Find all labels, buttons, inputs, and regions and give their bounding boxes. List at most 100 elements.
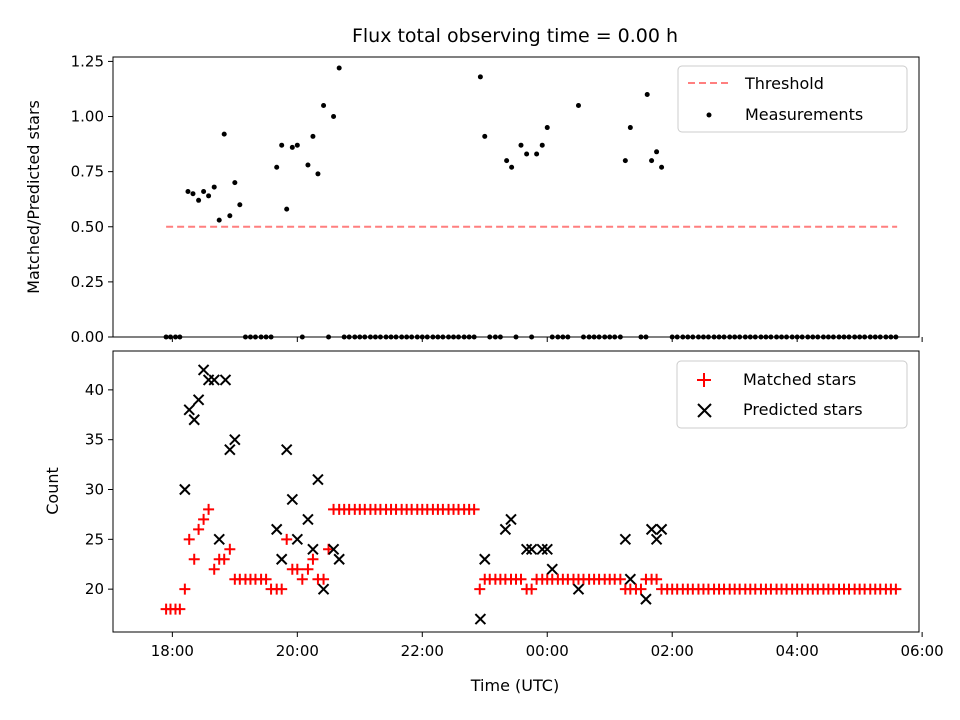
predicted-star-marker [286, 493, 299, 506]
top-y-tick-label: 0.00 [71, 328, 104, 346]
matched-star-marker [526, 583, 538, 595]
measurement-point [237, 202, 243, 208]
chart-title: Flux total observing time = 0.00 h [352, 25, 678, 47]
matched-star-marker [208, 563, 220, 575]
matched-star-marker [291, 563, 303, 575]
predicted-stars-series [179, 364, 668, 625]
matched-star-marker [281, 533, 293, 545]
measurement-point [216, 217, 222, 223]
x-tick-label: 20:00 [276, 642, 319, 660]
measurement-point [575, 103, 581, 109]
predicted-star-marker [505, 513, 517, 526]
measurement-point [310, 133, 316, 139]
x-tick-label: 00:00 [526, 642, 569, 660]
measurement-point [539, 142, 545, 148]
matched-star-marker [635, 583, 647, 595]
measurement-point [211, 184, 217, 190]
predicted-star-marker [479, 553, 491, 565]
matched-star-marker [468, 503, 480, 515]
predicted-star-marker [192, 394, 205, 406]
matched-star-marker [890, 583, 902, 595]
predicted-star-marker [333, 553, 345, 565]
measurement-point [305, 162, 311, 168]
predicted-star-marker [229, 433, 241, 446]
top-y-tick-label: 1.00 [71, 108, 104, 126]
matched-star-marker [174, 603, 186, 615]
predicted-star-marker [270, 523, 283, 536]
predicted-star-marker [650, 533, 663, 546]
threshold-legend-label: Threshold [744, 74, 824, 93]
top-plot-frame [112, 56, 920, 338]
x-tick-label: 06:00 [901, 642, 944, 660]
bottom-plot-frame [112, 350, 920, 633]
predicted-star-marker [224, 443, 236, 456]
measurement-point [227, 213, 233, 219]
measurements-legend-swatch [706, 112, 712, 118]
top-y-tick-label: 0.75 [71, 163, 104, 181]
matched-legend-label: Matched stars [743, 370, 856, 389]
predicted-star-marker [624, 573, 637, 585]
top-x-axis-ticks [171, 337, 923, 342]
measurement-point [509, 164, 515, 170]
measurement-point [518, 142, 524, 148]
top-panel: Flux total observing time = 0.00 h 0.00 0… [24, 25, 923, 346]
x-tick-label: 04:00 [776, 642, 819, 660]
measurement-point [659, 164, 665, 170]
predicted-star-marker [183, 404, 195, 416]
predicted-star-marker [474, 613, 487, 625]
matched-star-marker [203, 503, 215, 515]
measurement-point [649, 158, 655, 164]
predicted-star-marker [645, 523, 658, 536]
measurement-point [190, 191, 196, 197]
predicted-legend-swatch [697, 403, 712, 418]
bottom-y-tick-label: 20 [85, 580, 104, 598]
measurement-point [654, 149, 660, 155]
measurement-point [294, 142, 300, 148]
matched-star-marker [218, 553, 230, 565]
measurement-point [206, 193, 212, 199]
x-tick-label: 02:00 [651, 642, 694, 660]
matched-star-marker [260, 573, 272, 585]
predicted-star-marker [327, 543, 340, 556]
predicted-star-marker [197, 364, 210, 376]
matched-star-marker [193, 523, 205, 535]
bottom-y-tick-label: 25 [85, 530, 104, 548]
top-legend-box [677, 65, 908, 133]
measurement-point [336, 65, 342, 71]
predicted-star-marker [179, 483, 191, 496]
matched-star-marker [276, 583, 288, 595]
measurement-point [331, 114, 337, 120]
predicted-star-marker [188, 414, 200, 426]
matched-star-marker [307, 553, 319, 565]
bottom-y-axis-label: Count [43, 467, 62, 515]
predicted-star-marker [536, 543, 548, 556]
top-y-axis-ticks: 0.00 0.25 0.50 0.75 1.00 1.25 [71, 52, 113, 346]
predicted-star-marker [291, 533, 304, 546]
predicted-star-marker [546, 563, 558, 575]
x-tick-label: 22:00 [401, 642, 444, 660]
top-y-tick-label: 0.50 [71, 218, 104, 236]
predicted-star-marker [541, 543, 553, 556]
measurements-legend-label: Measurements [745, 105, 863, 124]
measurement-point [534, 151, 540, 157]
measurement-point [627, 125, 633, 131]
predicted-star-marker [655, 523, 668, 536]
x-tick-label: 18:00 [151, 642, 194, 660]
predicted-star-marker [312, 473, 324, 486]
measurement-point [644, 91, 650, 97]
measurement-point [185, 188, 191, 194]
measurement-point [504, 158, 510, 164]
bottom-y-tick-label: 35 [85, 431, 104, 449]
matched-star-marker [224, 543, 236, 555]
measurement-point [274, 164, 280, 170]
top-y-tick-label: 1.25 [71, 52, 104, 70]
measurement-point [279, 142, 285, 148]
predicted-star-marker [572, 583, 585, 595]
x-axis-label: Time (UTC) [470, 676, 559, 695]
matched-legend-swatch [697, 373, 711, 387]
predicted-star-marker [208, 374, 220, 386]
matched-stars-series [160, 503, 902, 615]
predicted-star-marker [280, 443, 293, 456]
matched-star-marker [651, 573, 663, 585]
